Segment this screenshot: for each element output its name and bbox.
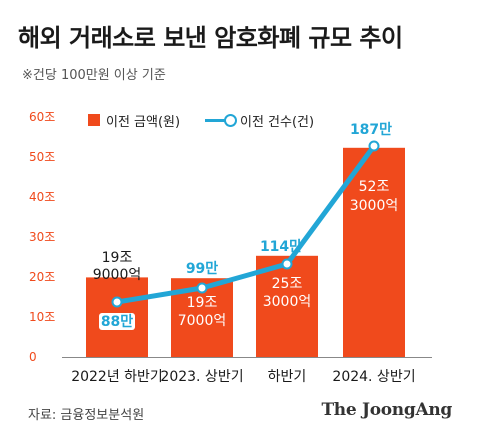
legend-swatch-amount xyxy=(88,114,100,126)
bar-value-label: 7000억 xyxy=(178,313,227,329)
source-note: 자료: 금융정보분석원 xyxy=(28,408,145,423)
x-tick-label: 하반기 xyxy=(268,369,307,385)
bar-value-label: 3000억 xyxy=(350,198,399,214)
bar-value-label: 9000억 xyxy=(93,267,142,283)
x-tick-label: 2024. 상반기 xyxy=(332,369,415,385)
bar xyxy=(343,147,405,357)
line-point xyxy=(111,296,123,308)
series-line-count xyxy=(114,143,377,305)
x-tick-label: 2022년 하반기 xyxy=(71,369,163,385)
legend-label-count: 이전 건수(건) xyxy=(240,115,315,130)
chart-subtitle: ※건당 100만원 이상 기준 xyxy=(22,68,166,83)
x-tick-label: 2023. 상반기 xyxy=(160,369,243,385)
line-value-label: 99만 xyxy=(186,261,218,277)
bar-value-label: 52조 xyxy=(359,179,390,195)
chart-title: 해외 거래소로 보낸 암호화폐 규모 추이 xyxy=(18,24,403,52)
y-tick-label: 40조 xyxy=(29,190,55,204)
y-tick-label: 0 xyxy=(29,350,37,364)
line-point xyxy=(368,140,380,152)
bar-value-label: 3000억 xyxy=(263,294,312,310)
line-point xyxy=(196,282,208,294)
legend-swatch-count-line xyxy=(205,119,235,122)
y-tick-label: 50조 xyxy=(29,150,55,164)
bar-value-label: 19조 xyxy=(102,250,133,266)
line-value-label: 114만 xyxy=(260,239,302,255)
line-value-label: 88만 xyxy=(101,314,133,330)
line-value-label: 187만 xyxy=(350,122,392,138)
y-tick-label: 30조 xyxy=(29,230,55,244)
y-tick-label: 20조 xyxy=(29,270,55,284)
legend-label-amount: 이전 금액(원) xyxy=(106,115,181,130)
line-point xyxy=(281,258,293,270)
line-label-background xyxy=(99,313,135,330)
bar-value-label: 25조 xyxy=(272,276,303,292)
bar xyxy=(256,255,318,357)
legend-swatch-count-marker xyxy=(224,114,237,127)
y-tick-label: 10조 xyxy=(29,310,55,324)
bar-value-label: 19조 xyxy=(187,295,218,311)
publisher-logo: The JoongAng xyxy=(321,400,452,420)
y-tick-label: 60조 xyxy=(29,110,55,124)
